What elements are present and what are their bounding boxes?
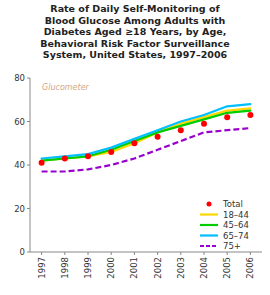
x-tick-label: 2005	[222, 257, 232, 279]
legend-swatch	[200, 213, 218, 215]
legend-label: 65–74	[223, 231, 249, 241]
x-tick	[134, 252, 135, 255]
x-tick-label: 1998	[60, 257, 70, 279]
series-point	[62, 155, 68, 161]
series-point	[39, 160, 45, 166]
legend-swatch	[200, 245, 218, 247]
series-point	[131, 140, 137, 146]
legend-label: Total	[222, 199, 243, 209]
legend-label: 45–64	[223, 220, 249, 230]
legend-swatch	[200, 234, 218, 236]
x-tick-label: 2003	[176, 257, 186, 279]
x-tick-label: 2006	[245, 257, 255, 279]
plot-area	[39, 104, 254, 171]
x-tick-label: 2002	[153, 257, 163, 279]
y-tick	[27, 165, 30, 166]
series-line	[42, 128, 251, 172]
x-tick	[64, 252, 65, 255]
legend: Total18–4445–6465–7475+	[200, 199, 249, 251]
legend-swatch	[200, 224, 218, 226]
series-point	[108, 149, 114, 155]
x-tick	[227, 252, 228, 255]
y-tick	[27, 208, 30, 209]
x-tick	[111, 252, 112, 255]
x-tick	[41, 252, 42, 255]
y-tick	[27, 78, 30, 79]
y-tick-label: 60	[14, 117, 25, 127]
x-tick	[180, 252, 181, 255]
x-tick-label: 2000	[106, 257, 116, 279]
series-point	[224, 114, 230, 120]
x-tick-label: 1997	[37, 257, 47, 279]
x-tick	[157, 252, 158, 255]
x-tick	[204, 252, 205, 255]
title: Rate of Daily Self-Monitoring ofBlood Gl…	[40, 3, 229, 60]
x-tick-label: 2001	[129, 257, 139, 279]
x-tick	[88, 252, 89, 255]
y-tick-label: 40	[14, 160, 25, 170]
chart: Rate of Daily Self-Monitoring ofBlood Gl…	[0, 0, 270, 295]
y-tick-label: 80	[14, 73, 25, 83]
y-tick-label: 20	[14, 204, 25, 214]
series-point	[247, 112, 253, 118]
y-tick-label: 0	[20, 247, 25, 257]
x-tick-label: 1999	[83, 257, 93, 279]
series-point	[178, 127, 184, 133]
x-tick-label: 2004	[199, 257, 209, 279]
legend-label: 75+	[223, 241, 241, 251]
series-point	[85, 153, 91, 159]
legend-label: 18–44	[223, 210, 249, 220]
series-point	[155, 134, 161, 140]
x-tick	[250, 252, 251, 255]
annotation: Glucometer	[42, 83, 90, 92]
legend-swatch	[207, 202, 212, 207]
y-tick	[27, 121, 30, 122]
series-point	[201, 121, 207, 127]
y-tick	[27, 252, 30, 253]
